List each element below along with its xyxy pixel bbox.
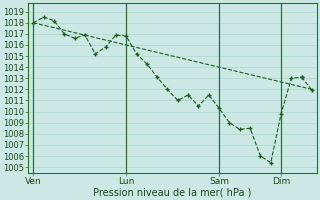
X-axis label: Pression niveau de la mer( hPa ): Pression niveau de la mer( hPa ) <box>93 187 252 197</box>
